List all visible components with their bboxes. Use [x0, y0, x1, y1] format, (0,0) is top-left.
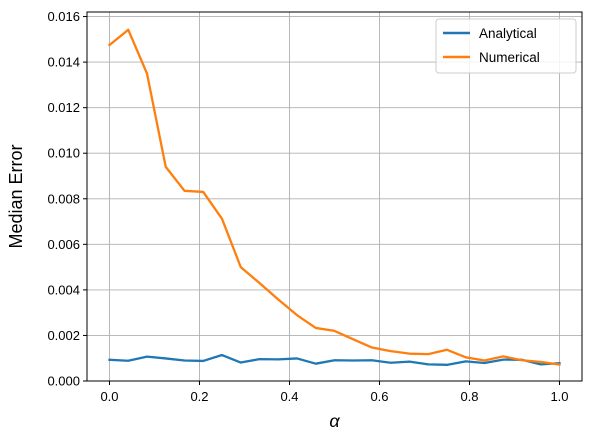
x-tick-label: 0.4 — [280, 389, 298, 404]
y-tick-label: 0.012 — [47, 100, 80, 115]
y-tick-label: 0.014 — [47, 55, 80, 70]
y-tick-label: 0.010 — [47, 146, 80, 161]
y-tick-label: 0.016 — [47, 9, 80, 24]
y-tick-label: 0.008 — [47, 191, 80, 206]
legend-label-analytical: Analytical — [479, 26, 537, 41]
x-tick-label: 0.2 — [190, 389, 208, 404]
y-tick-label: 0.006 — [47, 237, 80, 252]
y-axis-label: Median Error — [6, 144, 26, 248]
x-tick-label: 0.0 — [100, 389, 118, 404]
x-tick-label: 0.6 — [370, 389, 388, 404]
legend: Analytical Numerical — [436, 19, 576, 73]
x-axis-label: α — [329, 411, 340, 431]
y-tick-label: 0.002 — [47, 328, 80, 343]
y-tick-label: 0.000 — [47, 374, 80, 389]
x-tick-label: 1.0 — [550, 389, 568, 404]
legend-label-numerical: Numerical — [479, 50, 540, 65]
y-tick-label: 0.004 — [47, 282, 80, 297]
x-tick-label: 0.8 — [460, 389, 478, 404]
